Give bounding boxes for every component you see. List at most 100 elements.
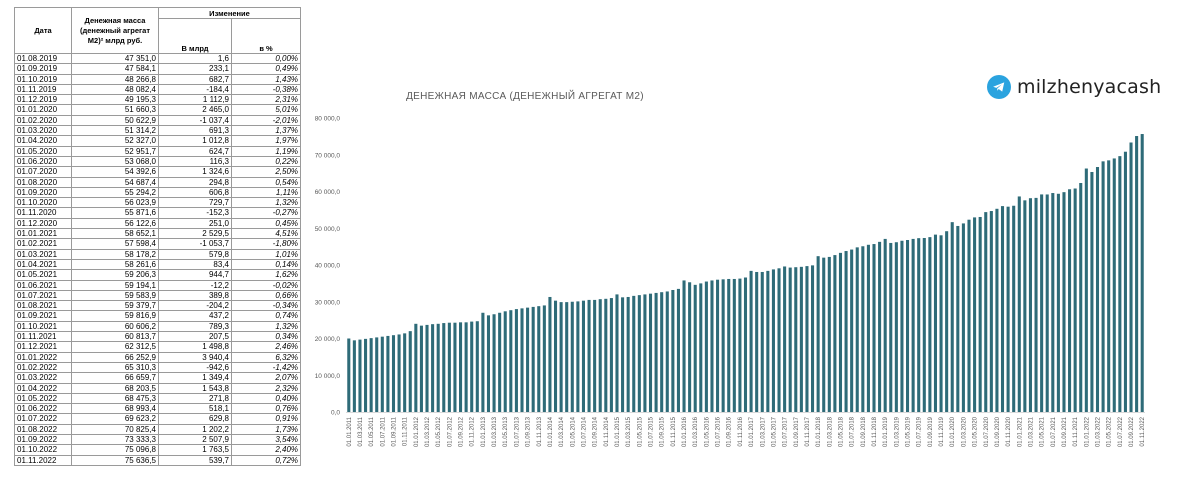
x-tick-label: 01.03.2011 <box>358 416 364 446</box>
cell-change-pct: 1,19% <box>230 145 302 157</box>
bar <box>1023 200 1027 412</box>
table-row: 01.11.2021 60 813,7 207,5 0,34% <box>14 331 302 343</box>
bar <box>816 256 820 412</box>
table-row: 01.11.2020 55 871,6 -152,3 -0,27% <box>14 207 302 219</box>
y-tick-label: 0,0 <box>331 410 340 417</box>
bar <box>945 231 949 412</box>
table-row: 01.05.2021 59 206,3 944,7 1,62% <box>14 269 302 281</box>
bar <box>559 302 563 412</box>
bar <box>660 292 664 412</box>
cell-money-supply: 50 622,9 <box>71 114 159 127</box>
x-tick-label: 01.05.2014 <box>570 416 576 447</box>
cell-change-pct: 0,22% <box>230 155 302 168</box>
cell-date: 01.03.2020 <box>14 125 72 137</box>
cell-money-supply: 58 652,1 <box>71 228 159 240</box>
cell-change-bln: 691,3 <box>158 125 232 137</box>
bar <box>1028 198 1032 412</box>
bar <box>766 270 770 412</box>
bar <box>872 244 876 412</box>
cell-date: 01.06.2021 <box>14 279 72 291</box>
bar <box>1079 183 1083 412</box>
cell-money-supply: 56 023,9 <box>71 197 159 209</box>
x-tick-label: 01.05.2015 <box>637 416 643 447</box>
cell-change-bln: 2 465,0 <box>158 104 232 116</box>
cell-change-bln: 116,3 <box>158 155 232 168</box>
x-tick-label: 01.11.2021 <box>1073 416 1079 446</box>
cell-change-pct: 1,32% <box>230 320 302 333</box>
cell-change-pct: -0,02% <box>230 279 302 291</box>
bar <box>721 279 725 412</box>
header-date: Дата <box>14 7 72 54</box>
bar <box>682 280 686 412</box>
cell-change-pct: 0,76% <box>230 403 302 415</box>
x-tick-label: 01.01.2013 <box>481 416 487 447</box>
bar <box>1095 167 1100 412</box>
bar <box>615 294 619 412</box>
y-tick-label: 70 000,0 <box>315 152 341 159</box>
x-tick-label: 01.05.2022 <box>1107 416 1113 447</box>
bar <box>514 309 518 412</box>
cell-money-supply: 59 194,1 <box>71 279 159 291</box>
cell-change-pct: 1,97% <box>230 135 302 147</box>
bar <box>570 301 574 412</box>
table-row: 01.01.2021 58 652,1 2 529,5 4,51% <box>14 228 302 240</box>
bar <box>526 307 530 412</box>
cell-date: 01.08.2022 <box>14 423 72 435</box>
x-tick-label: 01.01.2016 <box>682 416 688 447</box>
bar <box>693 284 697 412</box>
table-row: 01.09.2020 55 294,2 606,8 1,11% <box>14 186 302 199</box>
table-row: 01.08.2021 59 379,7 -204,2 -0,34% <box>14 300 302 312</box>
table-row: 01.11.2019 48 082,4 -184,4 -0,38% <box>14 83 302 96</box>
x-tick-label: 01.11.2016 <box>738 416 744 446</box>
x-tick-label: 01.07.2020 <box>984 416 990 447</box>
bar <box>973 217 977 412</box>
bar <box>749 270 753 412</box>
bar <box>481 312 485 412</box>
cell-change-pct: 1,73% <box>230 423 302 435</box>
bar <box>1056 193 1060 412</box>
cell-date: 01.10.2022 <box>14 444 72 456</box>
x-tick-label: 01.01.2015 <box>615 416 621 447</box>
bar <box>978 216 982 412</box>
cell-money-supply: 54 392,6 <box>71 166 159 178</box>
bar <box>928 237 932 412</box>
cell-money-supply: 75 096,8 <box>71 444 159 456</box>
cell-change-pct: 0,91% <box>230 413 302 425</box>
bar <box>492 314 496 412</box>
bar <box>878 241 882 412</box>
table-row: 01.02.2022 65 310,3 -942,6 -1,42% <box>14 361 302 374</box>
cell-money-supply: 52 951,7 <box>71 145 159 157</box>
cell-money-supply: 60 813,7 <box>71 331 159 343</box>
x-tick-label: 01.07.2011 <box>380 416 386 446</box>
cell-change-pct: 0,34% <box>230 331 302 343</box>
bar <box>1084 168 1088 412</box>
x-tick-label: 01.03.2018 <box>827 416 833 447</box>
cell-money-supply: 59 379,7 <box>71 300 159 312</box>
x-tick-label: 01.03.2015 <box>626 416 632 447</box>
bar <box>419 325 423 412</box>
bar <box>1000 206 1005 412</box>
cell-change-pct: -0,38% <box>230 83 302 96</box>
cell-change-bln: 207,5 <box>158 331 232 343</box>
brand-name: milzhenyacash <box>1017 76 1162 98</box>
x-tick-label: 01.05.2019 <box>906 416 912 447</box>
chart-area: 0,0 10 000,0 20 000,0 30 000,0 40 000,0 50 00… <box>300 60 1200 474</box>
table-row: 01.08.2020 54 687,4 294,8 0,54% <box>14 176 302 188</box>
x-tick-label: 01.03.2022 <box>1096 416 1102 447</box>
x-tick-label: 01.03.2014 <box>559 416 565 447</box>
cell-change-pct: 1,37% <box>230 125 302 137</box>
bar <box>833 255 837 412</box>
bar <box>956 225 960 412</box>
cell-date: 01.01.2021 <box>14 228 72 240</box>
x-tick-label: 01.01.2011 <box>347 416 353 446</box>
bar <box>894 242 898 412</box>
bar <box>347 338 351 412</box>
cell-change-pct: 0,72% <box>230 454 302 466</box>
bar <box>553 300 558 412</box>
bar <box>671 289 675 412</box>
cell-date: 01.04.2020 <box>14 135 72 147</box>
bar <box>632 295 636 412</box>
bar <box>1068 189 1072 412</box>
bar <box>1140 134 1144 412</box>
cell-change-pct: 4,51% <box>230 228 302 240</box>
